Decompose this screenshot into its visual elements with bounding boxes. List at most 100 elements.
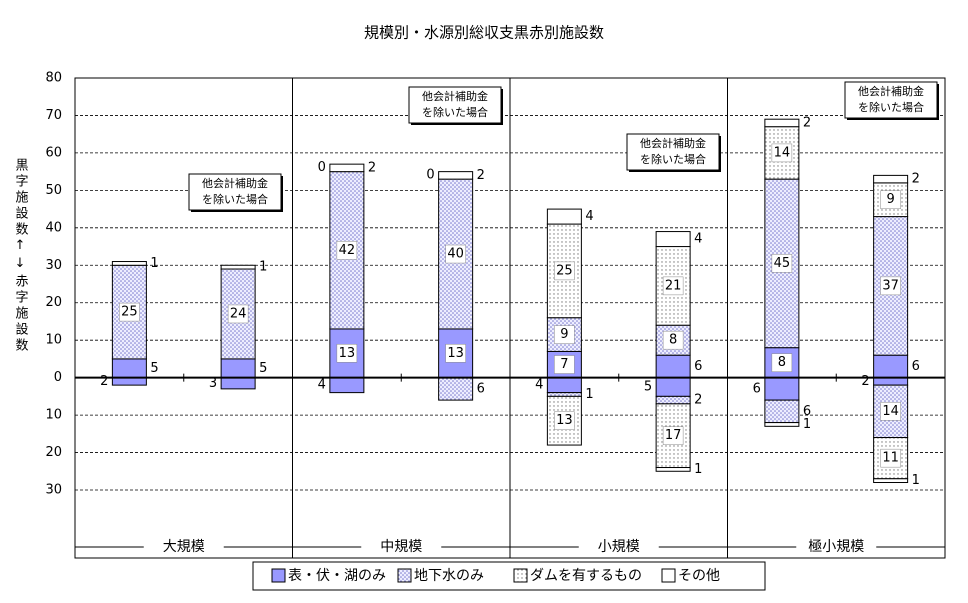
data-label: 7 bbox=[560, 357, 568, 372]
bar-segment bbox=[873, 354, 909, 379]
data-label: 17 bbox=[665, 428, 682, 443]
data-label: 2 bbox=[694, 393, 702, 408]
label-bg bbox=[445, 344, 466, 363]
data-label: 0 bbox=[426, 168, 434, 183]
chart-title: 規模別・水源別総収支黒赤別施設数 bbox=[364, 24, 604, 42]
y-tick-label: 30 bbox=[45, 258, 62, 273]
data-label: 13 bbox=[447, 346, 464, 361]
label-bg bbox=[771, 353, 793, 372]
y-tick-label: 20 bbox=[45, 295, 62, 310]
bar-segment bbox=[873, 478, 909, 484]
data-label: 2 bbox=[368, 160, 376, 175]
data-label: 4 bbox=[694, 232, 702, 247]
bar-segment bbox=[546, 377, 582, 394]
label-bg bbox=[662, 426, 684, 445]
bar-segment bbox=[220, 377, 256, 390]
label-bg bbox=[227, 304, 249, 324]
y-tick-label: 40 bbox=[45, 220, 62, 235]
label-bg bbox=[554, 261, 575, 281]
annotation-text: 他会計補助金 bbox=[202, 176, 268, 190]
y-tick-label: 60 bbox=[45, 145, 62, 160]
data-label: 5 bbox=[644, 380, 652, 395]
data-label: 2 bbox=[861, 374, 869, 389]
bar-segment bbox=[873, 377, 909, 386]
data-label: 13 bbox=[339, 346, 356, 361]
bar-segment bbox=[655, 354, 691, 379]
label-bg bbox=[554, 411, 575, 430]
data-label: 14 bbox=[882, 404, 899, 419]
data-label: 2 bbox=[477, 168, 485, 183]
label-bg bbox=[445, 244, 466, 264]
label-bg bbox=[880, 276, 901, 296]
bar-segment bbox=[764, 118, 800, 128]
label-bg bbox=[662, 330, 684, 350]
annotation-text: を除いた場合 bbox=[858, 100, 924, 114]
data-label: 6 bbox=[912, 359, 920, 374]
data-label: 24 bbox=[230, 306, 247, 321]
legend-label: その他 bbox=[678, 568, 720, 584]
data-label: 25 bbox=[556, 263, 573, 278]
label-bg bbox=[336, 344, 358, 363]
annotation-box bbox=[408, 86, 502, 124]
label-bg bbox=[554, 355, 575, 374]
bar-segment bbox=[220, 264, 256, 270]
y-tick-label: 80 bbox=[45, 71, 62, 86]
annotation-text: を除いた場合 bbox=[422, 105, 488, 119]
data-label: 1 bbox=[694, 462, 702, 477]
y-tick-label: 0 bbox=[54, 370, 62, 385]
data-label: 3 bbox=[209, 376, 217, 391]
y-tick-label: 10 bbox=[45, 408, 62, 423]
category-label: 小規模 bbox=[598, 539, 640, 555]
data-label: 0 bbox=[318, 160, 326, 175]
label-bg bbox=[880, 448, 901, 468]
data-label: 21 bbox=[665, 278, 682, 293]
legend-swatch bbox=[513, 568, 528, 583]
legend-label: ダムを有するもの bbox=[530, 568, 642, 584]
bar-segment bbox=[546, 392, 582, 397]
y-tick-label: 20 bbox=[45, 445, 62, 460]
category-label: 極小規模 bbox=[808, 539, 864, 555]
bar-segment bbox=[764, 377, 800, 401]
y-tick-label: 30 bbox=[45, 483, 62, 498]
bar-segment bbox=[873, 174, 909, 184]
data-label: 6 bbox=[694, 359, 702, 374]
bar-segment bbox=[111, 261, 147, 266]
legend-swatch bbox=[661, 568, 676, 583]
data-label: 37 bbox=[882, 278, 899, 293]
bar-segment bbox=[111, 358, 147, 379]
data-label: 40 bbox=[447, 247, 464, 262]
bar-segment bbox=[655, 395, 691, 405]
bar-segment bbox=[111, 377, 147, 386]
bar-segment bbox=[764, 399, 800, 424]
data-label: 1 bbox=[803, 417, 811, 432]
label-bg bbox=[771, 254, 793, 273]
annotation-text: 他会計補助金 bbox=[858, 84, 924, 98]
data-label: 4 bbox=[535, 378, 543, 393]
data-label: 5 bbox=[259, 361, 267, 376]
data-label: 1 bbox=[912, 473, 920, 488]
legend-swatch bbox=[271, 568, 286, 583]
data-label: 9 bbox=[886, 192, 894, 207]
bar-segment bbox=[438, 171, 474, 180]
data-label: 13 bbox=[556, 413, 573, 428]
y-tick-label: 50 bbox=[45, 183, 62, 198]
bar-segment bbox=[655, 377, 691, 397]
data-label: 1 bbox=[259, 260, 267, 275]
annotation-text: 他会計補助金 bbox=[640, 136, 706, 150]
data-label: 45 bbox=[774, 256, 791, 271]
data-label: 25 bbox=[121, 305, 138, 320]
annotation-box bbox=[626, 133, 720, 171]
bar-segment bbox=[329, 377, 365, 394]
data-label: 9 bbox=[560, 327, 568, 342]
data-label: 11 bbox=[882, 451, 899, 466]
legend-label: 地下水のみ bbox=[414, 568, 484, 584]
legend-swatch bbox=[397, 568, 412, 583]
data-label: 42 bbox=[339, 243, 356, 258]
y-tick-label: 10 bbox=[45, 333, 62, 348]
label-bg bbox=[880, 190, 901, 209]
data-label: 8 bbox=[778, 355, 786, 370]
category-label: 大規模 bbox=[163, 539, 205, 555]
label-bg bbox=[880, 402, 901, 421]
data-label: 2 bbox=[100, 374, 108, 389]
